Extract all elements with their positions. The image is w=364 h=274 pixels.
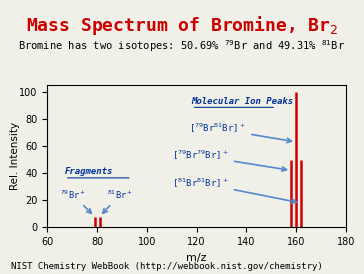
Text: Molecular Ion Peaks: Molecular Ion Peaks [191, 97, 294, 106]
Y-axis label: Rel. Intensity: Rel. Intensity [11, 122, 20, 190]
Text: $^{79}$Br$^+$: $^{79}$Br$^+$ [60, 189, 91, 213]
Text: Fragments: Fragments [65, 167, 113, 176]
Text: Mass Spectrum of Bromine, Br$_2$: Mass Spectrum of Bromine, Br$_2$ [26, 14, 338, 37]
Text: [$^{79}$Br$^{81}$Br]$^+$: [$^{79}$Br$^{81}$Br]$^+$ [189, 122, 292, 142]
X-axis label: m/z: m/z [186, 253, 207, 263]
Text: Bromine has two isotopes: 50.69% $^{79}$Br and 49.31% $^{81}$Br: Bromine has two isotopes: 50.69% $^{79}$… [19, 38, 345, 54]
Text: $^{81}$Br$^+$: $^{81}$Br$^+$ [103, 189, 133, 213]
Text: [$^{81}$Br$^{81}$Br]$^+$: [$^{81}$Br$^{81}$Br]$^+$ [172, 176, 296, 203]
Text: NIST Chemistry WebBook (http://webbook.nist.gov/chemistry): NIST Chemistry WebBook (http://webbook.n… [11, 262, 323, 271]
Text: [$^{79}$Br$^{79}$Br]$^+$: [$^{79}$Br$^{79}$Br]$^+$ [172, 149, 286, 171]
